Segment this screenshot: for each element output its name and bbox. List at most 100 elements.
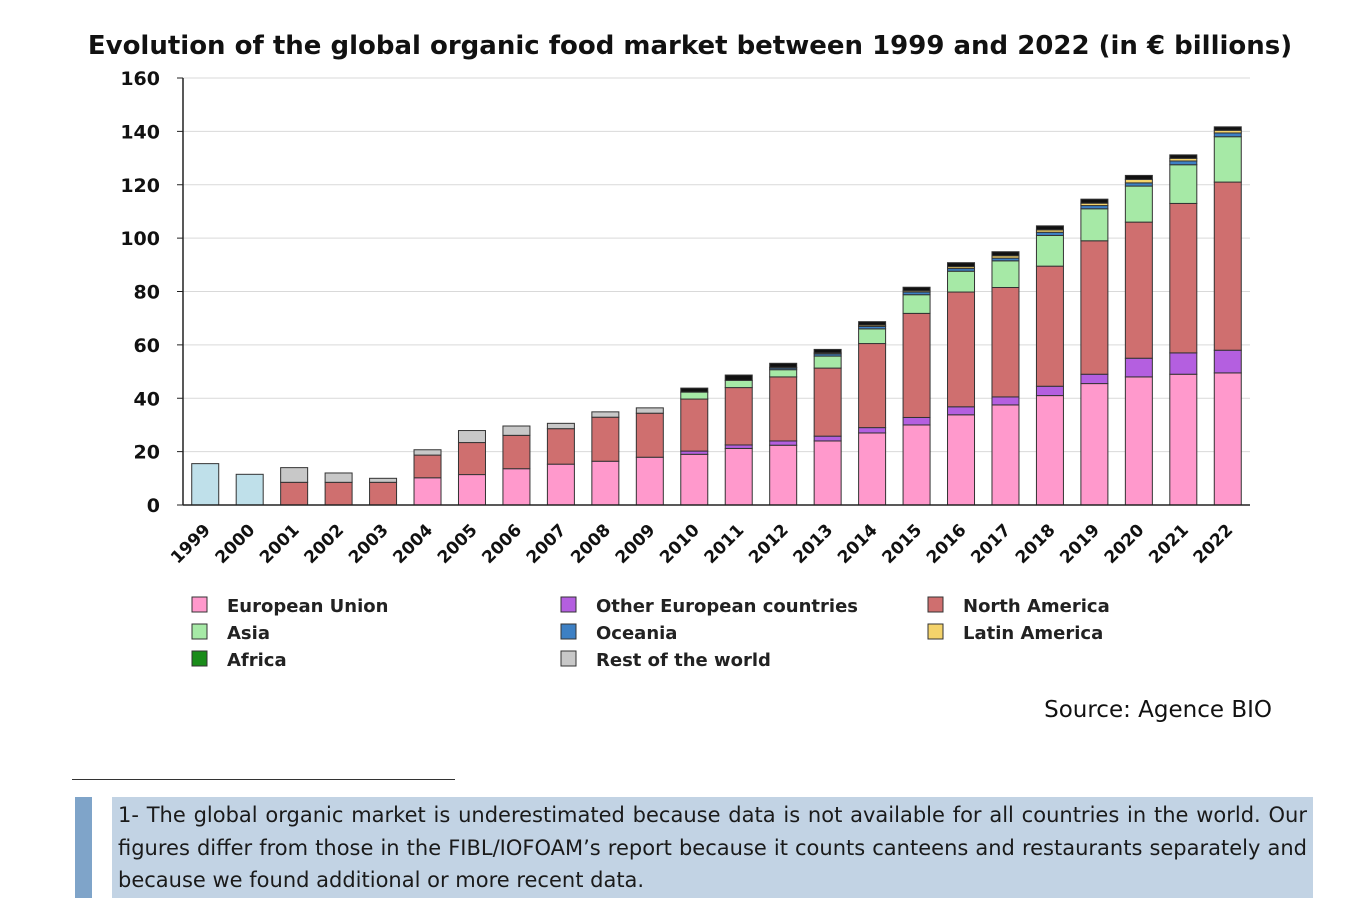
bar-segment	[457, 430, 486, 444]
bar-segment	[635, 412, 664, 458]
bar-segment	[546, 428, 575, 465]
y-tick-label: 160	[120, 68, 160, 90]
x-tick-label: 2022	[1190, 520, 1238, 568]
legend-label: Other European countries	[596, 596, 858, 617]
bar-segment	[902, 416, 931, 426]
bar-segment	[1035, 265, 1064, 387]
bar-segment	[635, 407, 664, 414]
bar-segment	[1169, 154, 1198, 159]
bar-segment	[813, 355, 842, 369]
x-tick-label: 2014	[834, 520, 882, 568]
x-tick-label: 1999	[167, 520, 215, 568]
y-tick-label: 0	[147, 495, 160, 517]
footnote-text: 1- The global organic market is underest…	[112, 797, 1313, 898]
bar-segment	[680, 453, 709, 506]
bar-segment	[1124, 221, 1153, 359]
bar-segment	[413, 477, 442, 506]
bar-segment	[813, 435, 842, 442]
x-tick-label: 2020	[1101, 520, 1149, 568]
bar-segment	[1080, 198, 1109, 204]
bar-segment	[680, 398, 709, 452]
bar-segment	[858, 432, 887, 506]
source-note: Source: Agence BIO	[1044, 697, 1272, 723]
bar-segment	[1124, 185, 1153, 223]
legend-label: European Union	[227, 596, 388, 617]
x-tick-label: 2002	[301, 520, 349, 568]
legend-swatch	[191, 623, 208, 640]
y-tick-label: 40	[134, 388, 160, 410]
legend-label: Asia	[227, 623, 270, 644]
footnote-divider	[72, 779, 455, 780]
bar-segment	[902, 424, 931, 506]
legend-label: Oceania	[596, 623, 677, 644]
bar-segment	[769, 440, 798, 446]
bar-segment	[724, 379, 753, 389]
bar-segment	[724, 387, 753, 446]
bar-segment	[1213, 181, 1242, 351]
bar-segment	[769, 369, 798, 378]
bar-segment	[769, 376, 798, 442]
legend-label: Latin America	[963, 623, 1103, 644]
bar-segment	[1124, 178, 1153, 184]
x-tick-label: 2015	[878, 520, 926, 568]
bar-segment	[858, 343, 887, 429]
bar-segment	[324, 472, 353, 483]
bar-segment	[1213, 349, 1242, 374]
bars-layer	[191, 126, 1242, 506]
bar-segment	[680, 391, 709, 400]
x-tick-label: 2003	[345, 520, 393, 568]
bar-segment	[991, 251, 1020, 257]
bar-segment	[502, 468, 531, 506]
bar-segment	[1035, 225, 1064, 231]
bar-segment	[813, 440, 842, 506]
chart-title: Evolution of the global organic food mar…	[88, 31, 1292, 61]
legend-swatch	[560, 596, 577, 613]
legend-label: Africa	[227, 650, 287, 671]
x-tick-label: 2006	[478, 520, 526, 568]
x-tick-label: 2010	[656, 520, 704, 568]
bar-segment	[858, 321, 887, 326]
legend: European Union Other European countries No…	[191, 596, 1110, 671]
bar-segment	[1169, 373, 1198, 506]
bar-segment	[947, 414, 976, 506]
grid-layer	[183, 77, 1250, 453]
bar-segment	[1035, 395, 1064, 506]
bar-segment	[502, 434, 531, 470]
y-tick-label: 20	[134, 442, 160, 464]
bar-segment	[1124, 357, 1153, 378]
bar-segment	[1213, 136, 1242, 183]
bar-segment	[1080, 240, 1109, 375]
x-tick-label: 2019	[1056, 520, 1104, 568]
bar-segment	[635, 456, 664, 506]
bar-segment	[947, 270, 976, 293]
bar-segment	[1035, 385, 1064, 397]
legend-swatch	[191, 650, 208, 667]
bar-segment	[769, 362, 798, 368]
bar-segment	[1080, 383, 1109, 506]
legend-label: North America	[963, 596, 1110, 617]
x-tick-label: 2001	[256, 520, 304, 568]
bar-segment	[991, 396, 1020, 406]
legend-swatch	[560, 650, 577, 667]
bar-segment	[280, 467, 309, 483]
legend-swatch	[927, 623, 944, 640]
legend-label: Rest of the world	[596, 650, 771, 671]
x-tick-label: 2008	[567, 520, 615, 568]
y-tick-label: 60	[134, 335, 160, 357]
bar-total-1999	[191, 463, 220, 506]
bar-segment	[947, 406, 976, 416]
y-tick-label: 120	[120, 175, 160, 197]
bar-segment	[591, 416, 620, 462]
bar-segment	[1169, 352, 1198, 375]
bar-segment	[591, 460, 620, 506]
bar-segment	[724, 444, 753, 449]
bar-segment	[680, 387, 709, 393]
bar-segment	[1124, 174, 1153, 180]
bar-segment	[1169, 160, 1198, 166]
bar-segment	[858, 427, 887, 434]
bar-segment	[457, 474, 486, 506]
bar-segment	[769, 444, 798, 506]
bar-segment	[280, 481, 309, 506]
bar-segment	[546, 422, 575, 430]
x-tick-label: 2000	[212, 520, 260, 568]
